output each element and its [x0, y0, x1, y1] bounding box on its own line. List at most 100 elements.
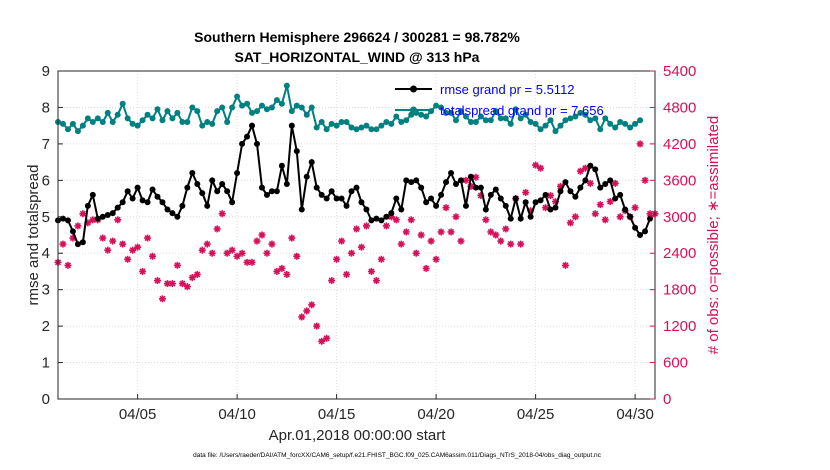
rmse-point — [433, 202, 440, 209]
rmse-point — [497, 195, 504, 202]
spread-point — [214, 108, 221, 115]
obs-point-stroke — [104, 247, 111, 254]
obs-point-stroke — [159, 295, 166, 302]
obs-point-stroke — [353, 225, 360, 232]
rmse-point — [532, 199, 539, 206]
spread-point — [567, 115, 574, 122]
obs-point-stroke — [179, 280, 186, 287]
obs-point — [144, 234, 152, 242]
spread-point — [457, 108, 464, 115]
obs-point-stroke — [298, 313, 305, 321]
obs-point-stroke — [547, 192, 554, 199]
obs-point — [293, 252, 301, 260]
obs-point-stroke — [258, 231, 266, 239]
y-tick-label-right: 3000 — [663, 209, 696, 226]
y-tick-label-right: 2400 — [663, 245, 696, 262]
rmse-point — [283, 180, 290, 187]
obs-point-stroke — [567, 219, 574, 226]
spread-point — [462, 113, 469, 120]
rmse-point — [114, 204, 121, 211]
spread-point — [124, 115, 131, 122]
obs-point-stroke — [293, 253, 300, 260]
rmse-point — [199, 190, 206, 197]
obs-point-stroke — [348, 250, 355, 257]
spread-point — [268, 104, 275, 111]
obs-point — [248, 258, 256, 266]
rmse-point — [129, 195, 136, 202]
spread-point — [592, 115, 599, 122]
spread-point — [323, 126, 330, 133]
rmse-point — [418, 184, 425, 191]
spread-point — [308, 104, 315, 111]
y-tick-label-right: 4800 — [663, 99, 696, 116]
spread-point — [393, 113, 400, 120]
obs-point — [59, 240, 67, 248]
rmse-point — [443, 179, 450, 186]
rmse-point — [622, 206, 629, 213]
obs-point — [397, 240, 405, 248]
obs-point — [497, 237, 505, 245]
obs-point — [482, 216, 490, 224]
rmse-point — [358, 199, 365, 206]
spread-point — [448, 109, 455, 116]
spread-point — [487, 117, 494, 124]
spread-point — [577, 109, 584, 116]
obs-point-stroke — [199, 247, 206, 254]
spread-point — [94, 115, 101, 122]
rmse-point — [592, 166, 599, 173]
obs-point — [313, 322, 321, 330]
y-tick-label-left: 7 — [42, 136, 50, 153]
rmse-point — [209, 177, 216, 184]
spread-point — [418, 111, 425, 118]
rmse-point — [333, 195, 340, 202]
spread-point — [333, 122, 340, 129]
rmse-point — [612, 195, 619, 202]
rmse-point — [149, 186, 156, 193]
obs-point — [158, 295, 166, 303]
obs-point-stroke — [602, 216, 609, 223]
rmse-point — [139, 197, 146, 204]
obs-point — [452, 213, 460, 221]
y-axis-label-right: # of obs: o=possible; ∗=assimilated — [705, 116, 722, 355]
obs-point — [372, 277, 380, 285]
obs-point-stroke — [393, 216, 400, 223]
rmse-point — [552, 204, 559, 211]
obs-point-stroke — [253, 238, 261, 245]
obs-point — [353, 225, 360, 233]
obs-point — [547, 192, 555, 200]
rmse-point — [89, 191, 96, 198]
obs-point — [198, 246, 206, 254]
spread-point — [547, 117, 554, 124]
spread-point — [189, 104, 196, 111]
spread-point — [502, 115, 509, 122]
rmse-point — [343, 202, 350, 209]
obs-point — [328, 277, 336, 285]
right-axis: 0 600 1200 1800 2400 3000 3600 4200 4800 5400 — [650, 63, 696, 408]
obs-point — [74, 222, 82, 230]
obs-point-stroke — [363, 222, 370, 229]
obs-point-stroke — [303, 307, 310, 314]
rmse-point — [99, 213, 106, 220]
rmse-point — [472, 184, 479, 191]
rmse-point — [597, 184, 604, 191]
obs-point-stroke — [169, 280, 176, 287]
obs-point-stroke — [243, 259, 251, 266]
obs-point-stroke — [184, 283, 191, 290]
obs-point — [233, 252, 241, 260]
obs-point-stroke — [214, 225, 221, 232]
obs-point-stroke — [239, 250, 246, 257]
obs-point-stroke — [64, 262, 72, 269]
spread-point — [637, 117, 644, 124]
obs-point — [283, 270, 291, 278]
rmse-point — [273, 188, 280, 195]
x-tick-label: 04/05 — [119, 406, 157, 423]
rmse-point — [263, 191, 270, 198]
obs-point-stroke — [383, 222, 390, 229]
rmse-point — [298, 206, 305, 213]
spread-point — [477, 113, 484, 120]
obs-point-stroke — [532, 162, 539, 169]
obs-point-stroke — [189, 274, 196, 281]
obs-point — [581, 164, 589, 172]
obs-point — [611, 179, 619, 187]
spread-point — [507, 120, 514, 127]
